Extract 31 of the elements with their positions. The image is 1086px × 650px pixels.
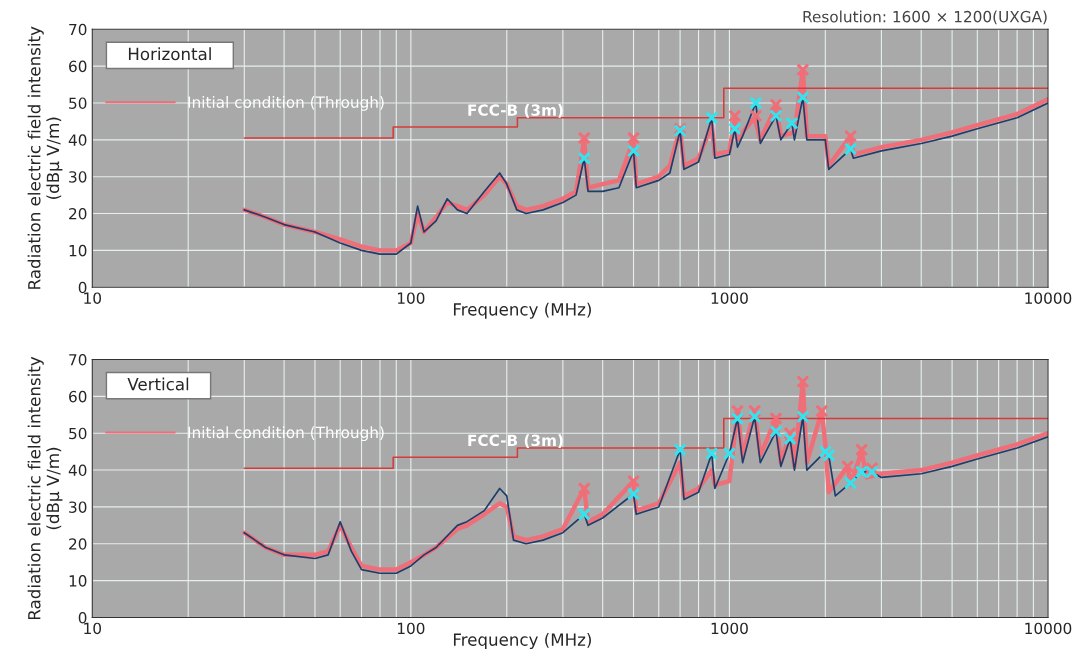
text: Resolution: 1600 × 1200(UXGA) <box>803 10 1047 25</box>
y-tick-label: 10 <box>69 244 87 257</box>
y-axis-title: Radiation electric field intensity (dBμ V/m) <box>27 26 63 289</box>
x-tick-label: 1000 <box>711 292 748 304</box>
y-tick-label: 40 <box>68 134 87 146</box>
y-tick-label: 50 <box>69 97 87 109</box>
text: Vertical <box>127 377 189 391</box>
y-axis-title: Radiation electric field intensity (dBμ V/m) <box>27 356 63 620</box>
x-axis-title: Frequency (MHz) <box>453 302 591 319</box>
x-tick-label: 10000 <box>1025 622 1072 635</box>
x-tick-label: 100 <box>397 622 425 635</box>
y-tick-label: 50 <box>69 427 87 440</box>
x-axis-title: Frequency (MHz) <box>453 633 591 650</box>
y-tick-label: 60 <box>69 60 87 73</box>
y-tick-label: 40 <box>68 464 87 477</box>
y-tick-label: 10 <box>69 575 87 587</box>
annotation: FCC-B (3m) <box>468 434 563 448</box>
annotation: FCC-B (3m) <box>468 104 563 118</box>
y-tick-label: 20 <box>69 538 87 550</box>
y-tick-label: 0 <box>78 281 87 294</box>
x-tick-label: 10000 <box>1025 292 1072 304</box>
y-tick-label: 70 <box>69 353 87 366</box>
x-tick-label: 100 <box>397 292 425 304</box>
y-tick-label: 30 <box>69 501 87 513</box>
y-tick-label: 20 <box>69 208 87 220</box>
text: Horizontal <box>128 47 211 61</box>
y-tick-label: 0 <box>78 611 87 624</box>
y-tick-label: 70 <box>69 23 87 36</box>
y-tick-label: 30 <box>69 171 87 183</box>
y-tick-label: 60 <box>69 390 87 403</box>
x-tick-label: 1000 <box>711 622 748 635</box>
